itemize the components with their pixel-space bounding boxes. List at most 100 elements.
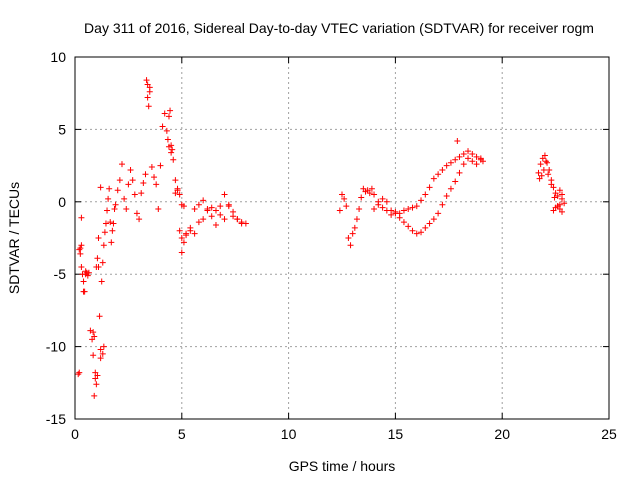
data-point — [172, 190, 179, 197]
data-point — [544, 159, 551, 166]
data-point — [167, 107, 174, 114]
data-point — [460, 151, 467, 158]
data-point — [400, 219, 407, 226]
data-point — [217, 211, 224, 218]
data-point — [146, 84, 153, 91]
data-point — [413, 230, 420, 237]
x-tick-label: 25 — [601, 426, 617, 442]
y-tick-label: 10 — [50, 49, 66, 65]
data-point — [452, 156, 459, 163]
data-point — [153, 181, 160, 188]
data-point — [90, 329, 97, 336]
data-point — [76, 246, 83, 253]
data-point — [80, 288, 87, 295]
data-point — [548, 181, 555, 188]
data-point — [435, 210, 442, 217]
data-point — [75, 371, 82, 378]
data-point — [164, 136, 171, 143]
data-point — [140, 179, 147, 186]
data-point — [144, 94, 151, 101]
data-point — [174, 185, 181, 192]
data-point — [78, 214, 85, 221]
data-point — [109, 227, 116, 234]
x-tick-label: 5 — [178, 426, 186, 442]
data-point — [456, 153, 463, 160]
data-point — [90, 352, 97, 359]
data-point — [180, 203, 187, 210]
data-point — [101, 229, 108, 236]
data-point — [375, 201, 382, 208]
data-point — [80, 278, 87, 285]
data-point — [426, 220, 433, 227]
data-point — [178, 235, 185, 241]
data-point — [131, 191, 138, 198]
data-point — [191, 230, 198, 237]
data-point — [138, 190, 145, 197]
data-point — [161, 110, 168, 117]
data-point — [116, 177, 123, 184]
data-point — [99, 259, 106, 266]
data-point — [469, 158, 476, 165]
data-point — [465, 155, 472, 162]
data-point — [559, 208, 566, 215]
data-point — [78, 242, 85, 249]
data-point — [422, 224, 429, 231]
data-point — [204, 207, 211, 214]
data-point — [82, 271, 89, 278]
data-point — [551, 194, 558, 201]
data-point — [343, 203, 350, 210]
data-point — [465, 148, 472, 155]
data-point — [100, 343, 107, 350]
data-point — [77, 250, 84, 257]
data-point — [356, 206, 363, 213]
data-point — [409, 227, 416, 234]
data-point — [554, 193, 561, 200]
data-point — [538, 172, 545, 179]
data-point — [95, 263, 102, 270]
data-point — [105, 195, 112, 202]
x-tick-label: 10 — [281, 426, 297, 442]
data-points — [75, 77, 568, 399]
data-point — [180, 239, 187, 246]
data-point — [106, 185, 113, 192]
data-point — [200, 216, 207, 223]
data-point — [341, 195, 348, 202]
data-point — [133, 210, 140, 217]
data-point — [418, 229, 425, 236]
data-point — [159, 123, 166, 130]
data-point — [91, 392, 98, 399]
data-point — [439, 166, 446, 173]
data-point — [102, 220, 109, 227]
data-point — [217, 203, 224, 210]
data-point — [77, 245, 84, 252]
data-point — [559, 195, 566, 202]
data-point — [443, 162, 450, 169]
data-point — [97, 346, 104, 353]
data-point — [541, 152, 548, 159]
data-point — [125, 181, 132, 188]
data-point — [353, 216, 360, 223]
data-point — [104, 207, 111, 214]
data-point — [170, 156, 177, 163]
data-point — [136, 216, 143, 223]
data-point — [456, 169, 463, 176]
data-point — [447, 159, 454, 166]
data-point — [366, 190, 373, 197]
data-point — [452, 178, 459, 185]
data-point — [225, 203, 232, 210]
y-tick-label: -5 — [54, 266, 67, 282]
data-point — [540, 166, 547, 173]
data-point — [191, 206, 198, 213]
data-point — [336, 207, 343, 214]
data-point — [409, 204, 416, 211]
data-point — [78, 263, 85, 270]
data-point — [460, 161, 467, 168]
data-point — [176, 227, 183, 234]
data-point — [107, 219, 114, 226]
data-point — [447, 185, 454, 192]
data-point — [556, 187, 563, 194]
data-point — [368, 185, 375, 192]
data-point — [87, 327, 94, 334]
data-point — [168, 142, 175, 149]
data-point — [349, 230, 356, 237]
